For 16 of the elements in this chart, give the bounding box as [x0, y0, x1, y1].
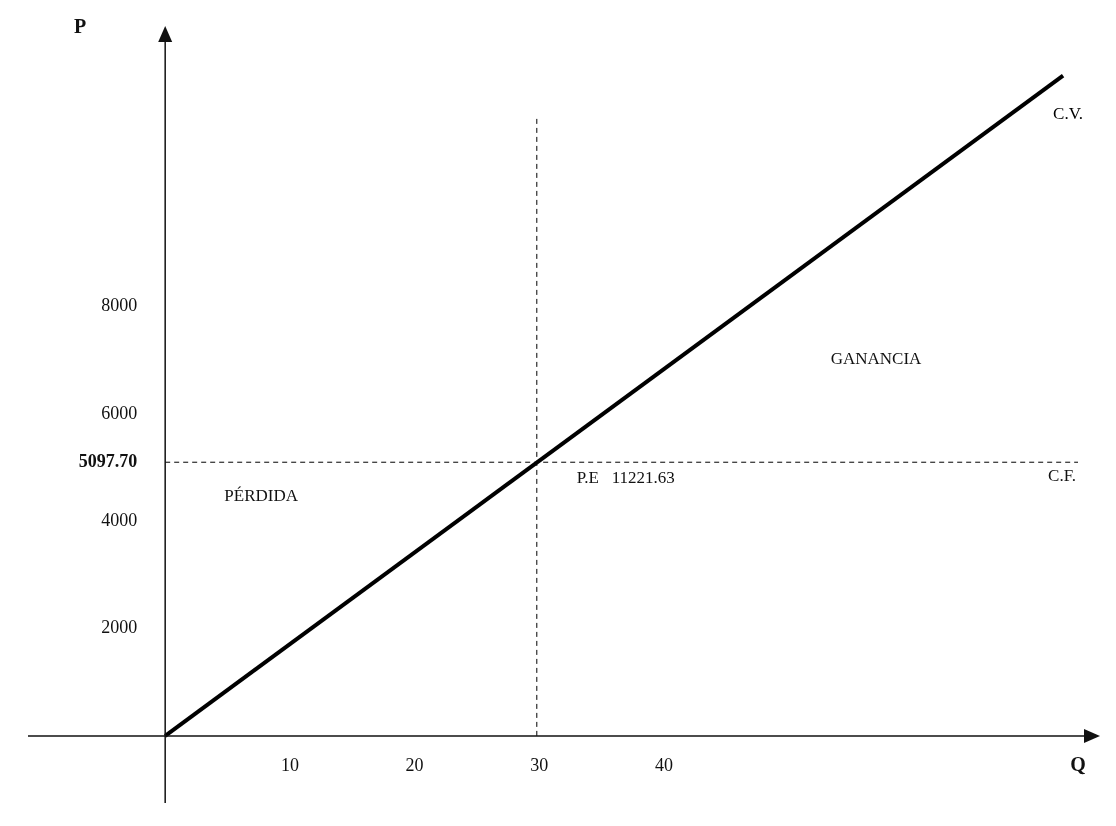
y-tick-label: 2000: [101, 617, 138, 638]
y-axis-title: P: [74, 15, 87, 38]
annotation: PÉRDIDA: [224, 486, 299, 506]
ref-line-label: C.F.: [1048, 466, 1076, 486]
x-tick-label: 30: [530, 755, 549, 776]
y-tick-label: 5097.70: [78, 450, 138, 471]
x-axis-title: Q: [1070, 753, 1086, 776]
y-tick-label: 8000: [101, 295, 138, 316]
x-tick-label: 10: [280, 755, 299, 776]
annotation: GANANCIA: [830, 348, 923, 368]
annotation: P.E 11221.63: [576, 468, 675, 488]
y-tick-label: 6000: [101, 402, 138, 423]
x-tick-label: 40: [655, 755, 673, 776]
y-tick-label: 4000: [101, 509, 138, 530]
series-label: C.V.: [1053, 103, 1084, 123]
x-tick-label: 20: [405, 755, 424, 776]
